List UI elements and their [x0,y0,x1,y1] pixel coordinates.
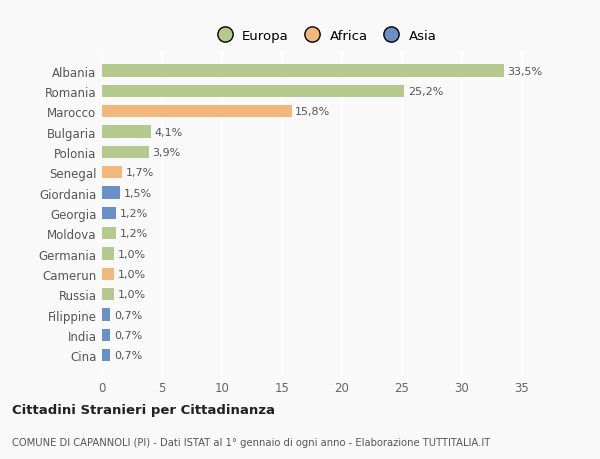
Bar [102,207,116,219]
Bar [102,106,292,118]
Bar [102,126,151,138]
Text: 1,2%: 1,2% [120,208,148,218]
Text: 3,9%: 3,9% [152,148,181,157]
Bar [102,268,114,280]
Bar [102,309,110,321]
Text: 1,0%: 1,0% [118,290,146,300]
Text: Cittadini Stranieri per Cittadinanza: Cittadini Stranieri per Cittadinanza [12,403,275,416]
Text: 15,8%: 15,8% [295,107,331,117]
Bar [102,248,114,260]
Text: 1,7%: 1,7% [126,168,154,178]
Text: 0,7%: 0,7% [114,330,142,340]
Bar [102,167,122,179]
Text: 0,7%: 0,7% [114,351,142,360]
Text: 4,1%: 4,1% [155,127,183,137]
Text: 33,5%: 33,5% [508,67,543,76]
Text: 0,7%: 0,7% [114,310,142,320]
Bar [102,349,110,362]
Legend: Europa, Africa, Asia: Europa, Africa, Asia [206,24,442,48]
Bar [102,228,116,240]
Text: 25,2%: 25,2% [408,87,443,97]
Bar [102,329,110,341]
Text: 1,0%: 1,0% [118,249,146,259]
Bar [102,65,504,78]
Bar [102,146,149,159]
Text: COMUNE DI CAPANNOLI (PI) - Dati ISTAT al 1° gennaio di ogni anno - Elaborazione : COMUNE DI CAPANNOLI (PI) - Dati ISTAT al… [12,437,490,447]
Text: 1,2%: 1,2% [120,229,148,239]
Text: 1,5%: 1,5% [124,188,152,198]
Bar [102,187,120,199]
Bar [102,85,404,98]
Bar [102,289,114,301]
Text: 1,0%: 1,0% [118,269,146,279]
